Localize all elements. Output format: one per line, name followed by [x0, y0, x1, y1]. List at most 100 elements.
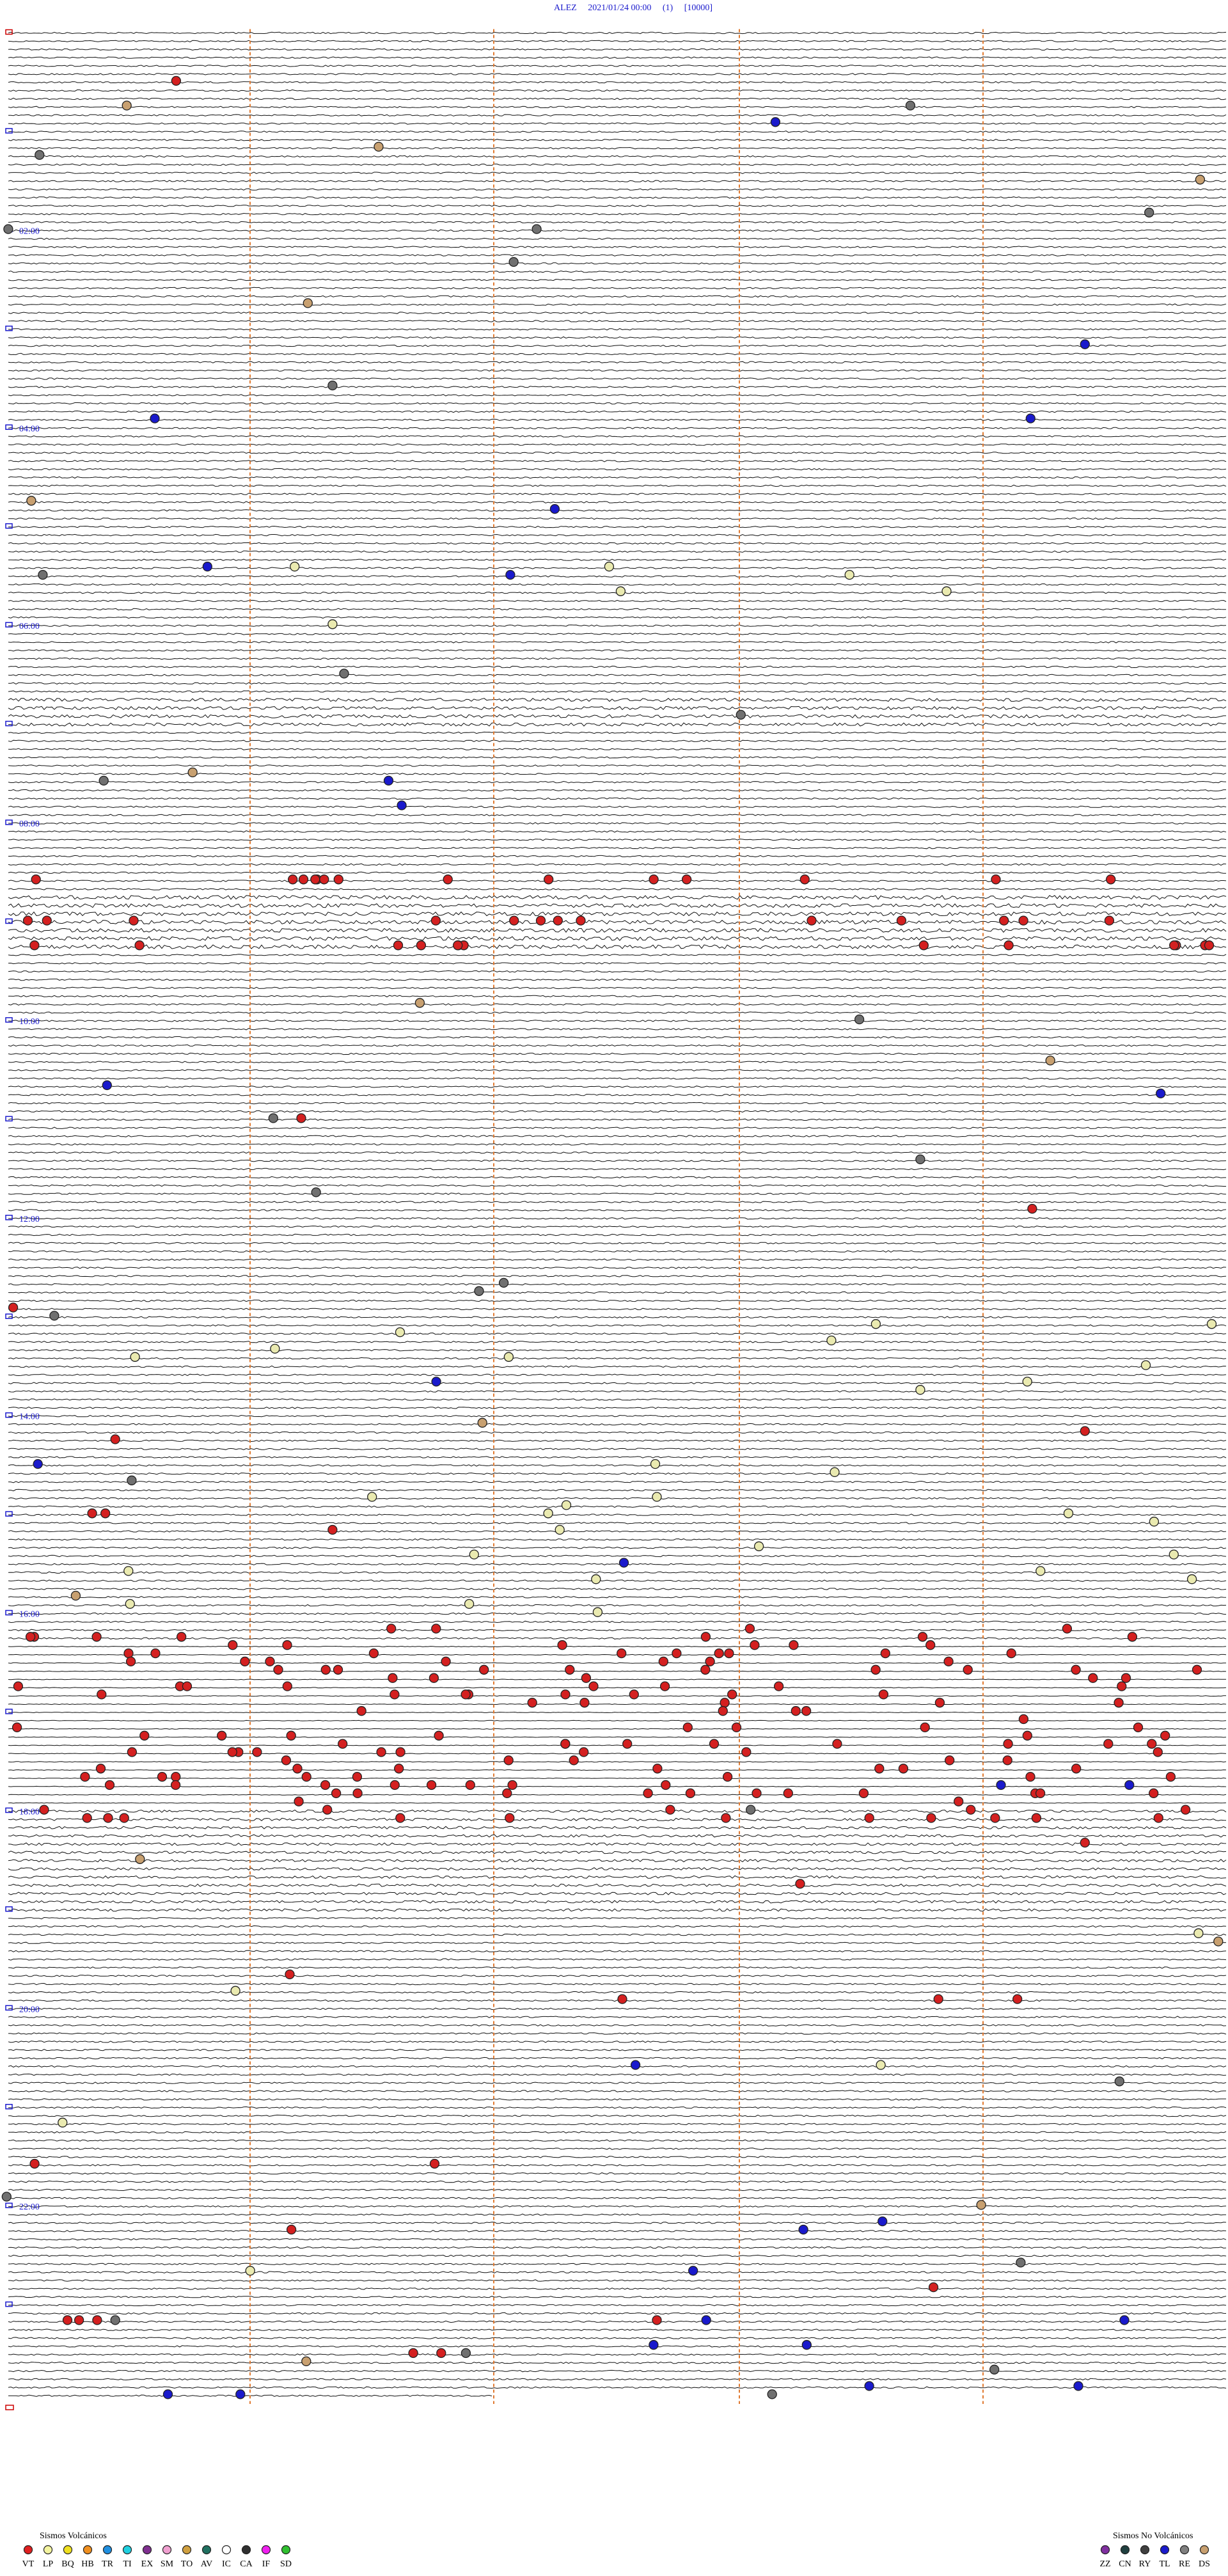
event: [123, 1648, 134, 1659]
event: [292, 1764, 303, 1774]
trace: [8, 1036, 1227, 1039]
event: [327, 1524, 338, 1535]
trace: [8, 81, 1227, 84]
trace: [8, 1233, 1227, 1237]
event: [430, 915, 441, 926]
trace: [8, 2197, 1227, 2200]
trace: [8, 2057, 1227, 2060]
trace: [8, 352, 1227, 356]
event: [395, 1327, 405, 1338]
event: [1063, 1508, 1074, 1519]
trace: [8, 1596, 1227, 1599]
trace: [8, 608, 1227, 611]
trace: [8, 2213, 1227, 2216]
trace: [8, 970, 1227, 973]
legend-marker: [281, 2545, 291, 2555]
event: [560, 1689, 571, 1700]
event: [744, 1624, 755, 1634]
event: [750, 1640, 760, 1650]
event: [1117, 1681, 1127, 1691]
trace: [8, 986, 1227, 990]
trace: [8, 1817, 1227, 1821]
hour-label: 10:00: [19, 1017, 40, 1027]
event: [460, 1689, 471, 1700]
event: [1169, 940, 1179, 951]
hour-label: 08:00: [19, 819, 40, 829]
trace: [8, 171, 1227, 175]
event: [282, 1681, 292, 1691]
trace: [8, 270, 1227, 273]
event: [177, 1632, 187, 1642]
legend-label: TO: [181, 2559, 193, 2569]
hour-marker: [5, 1906, 13, 1912]
trace: [8, 1719, 1227, 1721]
event: [102, 1080, 112, 1091]
trace: [8, 2073, 1227, 2076]
trace: [8, 928, 1227, 933]
trace: [8, 2369, 1227, 2373]
event: [752, 1788, 762, 1799]
event: [298, 874, 309, 885]
event: [1213, 1936, 1224, 1947]
trace: [8, 2180, 1227, 2183]
event: [649, 2340, 659, 2350]
trace: [8, 1941, 1227, 1945]
trace: [8, 1423, 1227, 1426]
trace: [8, 1390, 1227, 1393]
trace: [8, 1382, 1227, 1384]
trace: [8, 1003, 1227, 1006]
event: [652, 2315, 662, 2325]
event: [1006, 1648, 1016, 1659]
event: [80, 1771, 90, 1782]
event: [1165, 1771, 1176, 1782]
event: [333, 1664, 343, 1675]
event: [1106, 874, 1116, 885]
trace: [8, 1637, 1227, 1640]
trace: [8, 2328, 1227, 2331]
trace: [8, 237, 1227, 240]
hour-marker: [5, 819, 13, 825]
event: [557, 1640, 567, 1650]
event: [3, 224, 13, 234]
event: [658, 1656, 668, 1667]
hour-marker: [5, 918, 13, 924]
hour-marker: [5, 1313, 13, 1319]
trace: [8, 1069, 1227, 1071]
event: [565, 1664, 575, 1675]
event: [49, 1311, 59, 1321]
trace: [8, 246, 1227, 248]
trace: [8, 139, 1227, 141]
event: [617, 1994, 627, 2004]
event: [724, 1648, 734, 1659]
event: [135, 1854, 145, 1864]
event: [1156, 1088, 1166, 1099]
trace: [8, 1703, 1227, 1705]
event: [576, 915, 586, 926]
trace: [8, 459, 1227, 462]
event: [26, 496, 36, 506]
event: [1, 2192, 12, 2202]
trace: [8, 205, 1227, 207]
event: [878, 1689, 889, 1700]
trace: [8, 1900, 1227, 1904]
event: [320, 1780, 331, 1790]
trace: [8, 106, 1227, 109]
trace: [8, 542, 1227, 545]
trace: [8, 641, 1227, 644]
trace: [8, 1077, 1227, 1080]
trace: [8, 1398, 1227, 1401]
hour-label: 12:00: [19, 1215, 40, 1224]
trace: [8, 418, 1227, 422]
trace: [8, 1011, 1227, 1014]
event: [429, 1673, 439, 1683]
event: [649, 874, 659, 885]
trace: [8, 2098, 1226, 2101]
event: [591, 1574, 601, 1584]
trace: [8, 1620, 1227, 1624]
trace: [8, 2205, 1227, 2208]
event: [535, 915, 546, 926]
event: [443, 874, 453, 885]
event: [896, 915, 907, 926]
event: [1153, 1813, 1163, 1823]
legend-marker: [83, 2545, 93, 2555]
